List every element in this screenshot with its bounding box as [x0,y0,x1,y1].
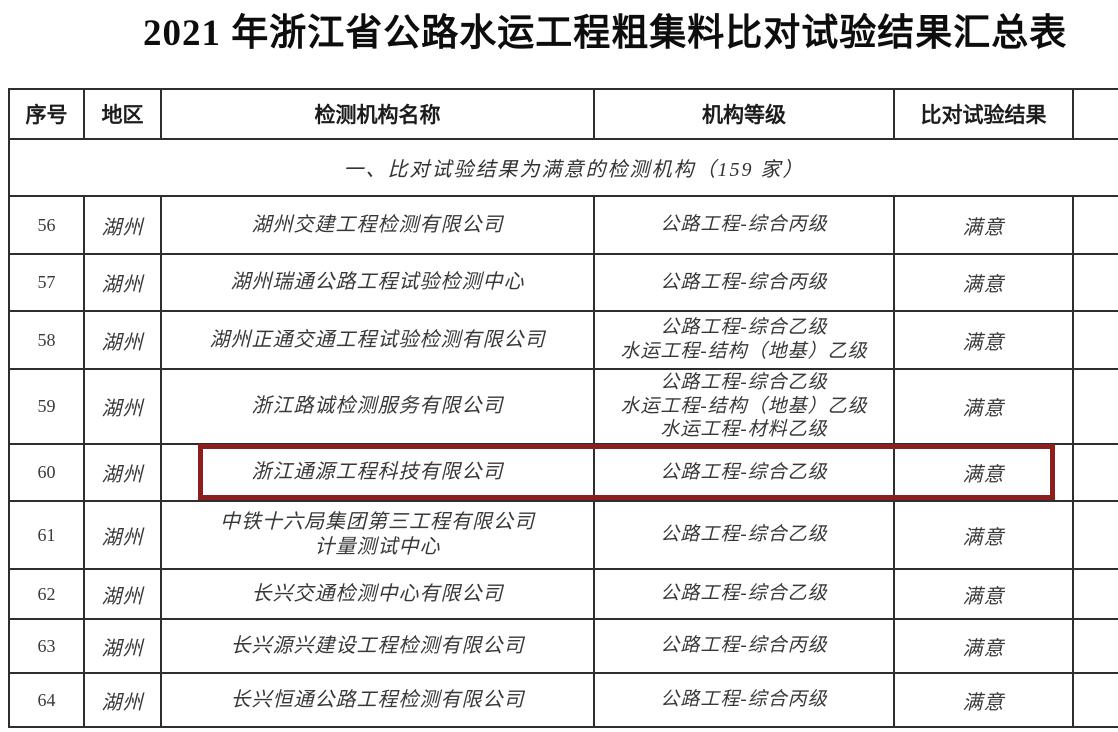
row-extra-cell [1072,500,1118,570]
table-row: 59 湖州 浙江路诚检测服务有限公司 公路工程-综合乙级 水运工程-结构（地基）… [8,368,1118,445]
row-org-name: 中铁十六局集团第三工程有限公司 计量测试中心 [160,500,595,570]
row-number: 58 [8,310,85,370]
row-org-name: 浙江通源工程科技有限公司 [160,443,595,502]
row-number: 56 [8,195,85,255]
table-header-row: 序号 地区 检测机构名称 机构等级 比对试验结果 [8,88,1118,140]
row-org-name: 湖州瑞通公路工程试验检测中心 [160,253,595,312]
row-region: 湖州 [83,310,162,370]
row-result: 满意 [893,368,1074,445]
row-extra-cell [1072,368,1118,445]
row-region: 湖州 [83,500,162,570]
table-row: 63 湖州 长兴源兴建设工程检测有限公司 公路工程-综合丙级 满意 [8,618,1118,674]
row-extra-cell [1072,443,1118,502]
row-result: 满意 [893,672,1074,728]
row-grade: 公路工程-综合乙级 [593,500,895,570]
row-number: 60 [8,443,85,502]
row-number: 61 [8,500,85,570]
row-result: 满意 [893,253,1074,312]
table-row-highlighted: 60 湖州 浙江通源工程科技有限公司 公路工程-综合乙级 满意 [8,443,1118,502]
table-row: 57 湖州 湖州瑞通公路工程试验检测中心 公路工程-综合丙级 满意 [8,253,1118,312]
table-row: 61 湖州 中铁十六局集团第三工程有限公司 计量测试中心 公路工程-综合乙级 满… [8,500,1118,570]
row-grade: 公路工程-综合乙级 [593,568,895,620]
row-number: 64 [8,672,85,728]
section-header-row: 一、比对试验结果为满意的检测机构（159 家） [8,138,1118,197]
table-row: 62 湖州 长兴交通检测中心有限公司 公路工程-综合乙级 满意 [8,568,1118,620]
row-extra-cell [1072,195,1118,255]
row-number: 62 [8,568,85,620]
column-header-name: 检测机构名称 [160,88,595,140]
section-header-label: 一、比对试验结果为满意的检测机构（159 家） [8,138,1118,197]
column-header-no: 序号 [8,88,85,140]
row-number: 59 [8,368,85,445]
row-result: 满意 [893,618,1074,674]
results-table: 序号 地区 检测机构名称 机构等级 比对试验结果 一、比对试验结果为满意的检测机… [8,88,1118,728]
row-org-name: 长兴交通检测中心有限公司 [160,568,595,620]
column-header-region: 地区 [83,88,162,140]
row-region: 湖州 [83,253,162,312]
table-row: 56 湖州 湖州交建工程检测有限公司 公路工程-综合丙级 满意 [8,195,1118,255]
row-region: 湖州 [83,195,162,255]
row-org-name: 长兴恒通公路工程检测有限公司 [160,672,595,728]
row-org-name: 湖州交建工程检测有限公司 [160,195,595,255]
row-result: 满意 [893,568,1074,620]
row-grade: 公路工程-综合乙级 [593,443,895,502]
row-region: 湖州 [83,368,162,445]
row-extra-cell [1072,672,1118,728]
row-extra-cell [1072,568,1118,620]
row-extra-cell [1072,618,1118,674]
row-grade: 公路工程-综合丙级 [593,253,895,312]
row-org-name: 浙江路诚检测服务有限公司 [160,368,595,445]
table-row: 64 湖州 长兴恒通公路工程检测有限公司 公路工程-综合丙级 满意 [8,672,1118,728]
row-extra-cell [1072,310,1118,370]
row-result: 满意 [893,310,1074,370]
row-grade: 公路工程-综合丙级 [593,195,895,255]
row-region: 湖州 [83,672,162,728]
column-header-grade: 机构等级 [593,88,895,140]
row-result: 满意 [893,500,1074,570]
row-result: 满意 [893,443,1074,502]
row-grade: 公路工程-综合乙级 水运工程-结构（地基）乙级 [593,310,895,370]
row-org-name: 长兴源兴建设工程检测有限公司 [160,618,595,674]
row-grade: 公路工程-综合丙级 [593,672,895,728]
row-number: 57 [8,253,85,312]
page-title: 2021 年浙江省公路水运工程粗集料比对试验结果汇总表 [143,13,1068,54]
row-grade: 公路工程-综合丙级 [593,618,895,674]
row-region: 湖州 [83,443,162,502]
row-grade: 公路工程-综合乙级 水运工程-结构（地基）乙级 水运工程-材料乙级 [593,368,895,445]
row-region: 湖州 [83,618,162,674]
row-result: 满意 [893,195,1074,255]
row-region: 湖州 [83,568,162,620]
row-org-name: 湖州正通交通工程试验检测有限公司 [160,310,595,370]
column-header-result: 比对试验结果 [893,88,1074,140]
column-header-extra [1072,88,1118,140]
row-extra-cell [1072,253,1118,312]
table-row: 58 湖州 湖州正通交通工程试验检测有限公司 公路工程-综合乙级 水运工程-结构… [8,310,1118,370]
row-number: 63 [8,618,85,674]
